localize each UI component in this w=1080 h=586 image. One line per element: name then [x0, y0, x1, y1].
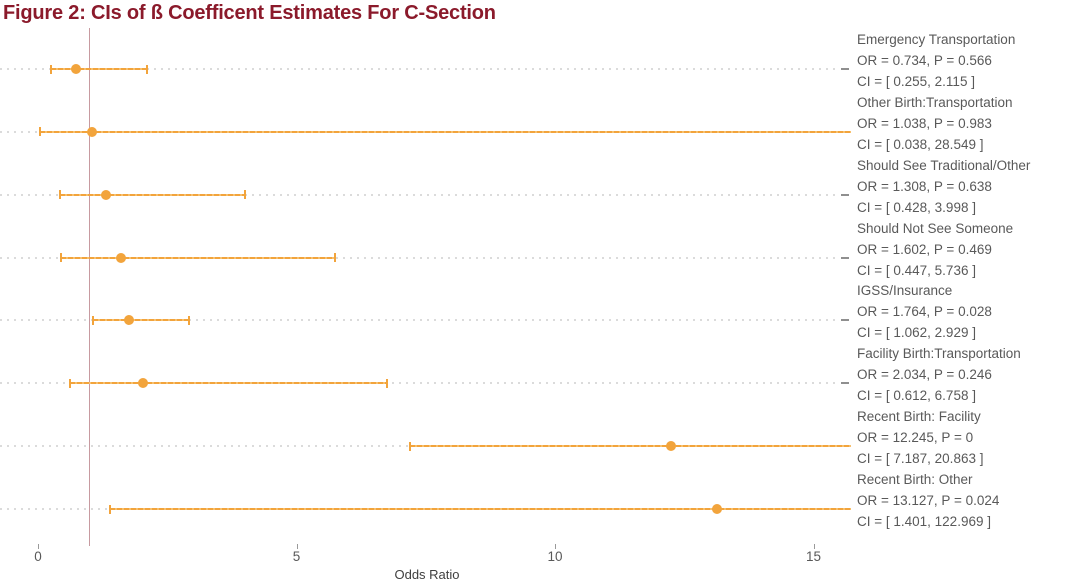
row-leader-tick — [841, 256, 849, 259]
or-point — [124, 315, 135, 326]
row-label-or: OR = 0.734, P = 0.566 — [857, 53, 992, 68]
row-label: Should See Traditional/Other OR = 1.308, … — [857, 155, 1030, 218]
ci-bar — [69, 382, 388, 385]
row-label-ci: CI = [ 0.447, 5.736 ] — [857, 262, 976, 278]
x-axis-tick-label: 10 — [547, 549, 563, 564]
x-axis-tick-label: 5 — [292, 549, 301, 564]
ci-bar — [92, 319, 190, 322]
row-label-name: IGSS/Insurance — [857, 283, 953, 299]
x-axis-tick — [813, 544, 815, 549]
row-label-ci: CI = [ 1.401, 122.969 ] — [857, 514, 991, 530]
ci-cap-left — [408, 441, 411, 451]
row-label-name: Should See Traditional/Other — [857, 157, 1031, 173]
x-axis-tick — [38, 544, 39, 549]
row-label-ci: CI = [ 7.187, 20.863 ] — [857, 451, 984, 467]
ci-bar — [51, 68, 148, 70]
ci-cap-right — [333, 253, 336, 263]
row-label-ci: CI = [ 0.612, 6.758 ] — [857, 388, 976, 404]
row-label-or: OR = 2.034, P = 0.246 — [857, 367, 992, 383]
ci-cap-right — [146, 64, 149, 74]
ci-bar — [60, 193, 245, 196]
row-leader-tick — [841, 68, 849, 70]
reference-line-or-1 — [89, 28, 91, 546]
row-label: IGSS/Insurance OR = 1.764, P = 0.028 CI = … — [857, 280, 992, 343]
row-label: Recent Birth: Other OR = 13.127, P = 0.02… — [857, 469, 999, 532]
row-label-name: Recent Birth: Other — [857, 472, 973, 488]
ci-cap-left — [60, 253, 63, 263]
ci-cap-left — [50, 64, 53, 74]
row-label-or: OR = 1.602, P = 0.469 — [857, 241, 992, 257]
row-label-ci: CI = [ 0.038, 28.549 ] — [857, 136, 984, 152]
x-axis-title: Odds Ratio — [394, 567, 460, 582]
x-axis-tick-label: 15 — [805, 549, 822, 564]
or-point — [86, 126, 97, 137]
row-gridline — [0, 319, 838, 322]
x-axis-tick-label: 0 — [34, 549, 42, 564]
ci-cap-left — [91, 315, 94, 325]
row-label-ci: CI = [ 1.062, 2.929 ] — [857, 325, 976, 341]
or-point — [711, 504, 722, 515]
row-leader-tick — [841, 193, 849, 196]
row-label-name: Should Not See Someone — [857, 220, 1014, 236]
row-label-name: Recent Birth: Facility — [857, 409, 981, 425]
row-gridline — [0, 382, 838, 385]
ci-cap-right — [188, 315, 191, 325]
row-label: Recent Birth: Facility OR = 12.245, P = 0… — [857, 406, 983, 469]
ci-bar — [409, 445, 851, 448]
ci-bar — [61, 256, 335, 259]
ci-bar — [110, 508, 851, 511]
row-label-or: OR = 12.245, P = 0 — [857, 430, 974, 446]
or-point — [138, 378, 149, 389]
ci-cap-left — [109, 504, 112, 514]
row-label-ci: CI = [ 0.428, 3.998 ] — [857, 199, 976, 215]
row-gridline — [0, 193, 838, 196]
row-label-name: Other Birth:Transportation — [857, 94, 1013, 110]
row-label-or: OR = 13.127, P = 0.024 — [857, 493, 1000, 509]
ci-cap-right — [243, 190, 246, 200]
or-point — [115, 252, 126, 263]
x-axis-tick — [296, 544, 298, 549]
or-point — [70, 64, 81, 74]
row-leader-tick — [841, 319, 849, 322]
x-axis-tick — [555, 544, 556, 549]
row-label-ci: CI = [ 0.255, 2.115 ] — [857, 74, 975, 89]
ci-cap-left — [59, 190, 62, 200]
row-label: Facility Birth:Transportation OR = 2.034,… — [857, 343, 1021, 406]
row-label: Emergency Transportation OR = 0.734, P = … — [857, 29, 1015, 92]
row-leader-tick — [841, 382, 849, 385]
or-point — [666, 441, 677, 452]
ci-cap-right — [386, 378, 389, 388]
ci-bar — [39, 130, 851, 133]
row-label-or: OR = 1.038, P = 0.983 — [857, 115, 992, 131]
ci-cap-left — [68, 378, 71, 388]
row-label-name: Emergency Transportation — [857, 32, 1016, 47]
row-gridline — [0, 256, 838, 259]
row-label: Should Not See Someone OR = 1.602, P = 0.… — [857, 218, 1013, 281]
row-label-name: Facility Birth:Transportation — [857, 346, 1021, 362]
row-label-or: OR = 1.764, P = 0.028 — [857, 304, 992, 320]
row-gridline — [0, 68, 838, 70]
ci-cap-left — [38, 127, 41, 137]
or-point — [100, 189, 111, 200]
row-label-or: OR = 1.308, P = 0.638 — [857, 178, 992, 194]
figure-title: Figure 2: CIs of ß Coefficent Estimates … — [3, 2, 496, 24]
row-label: Other Birth:Transportation OR = 1.038, P … — [857, 92, 1013, 155]
